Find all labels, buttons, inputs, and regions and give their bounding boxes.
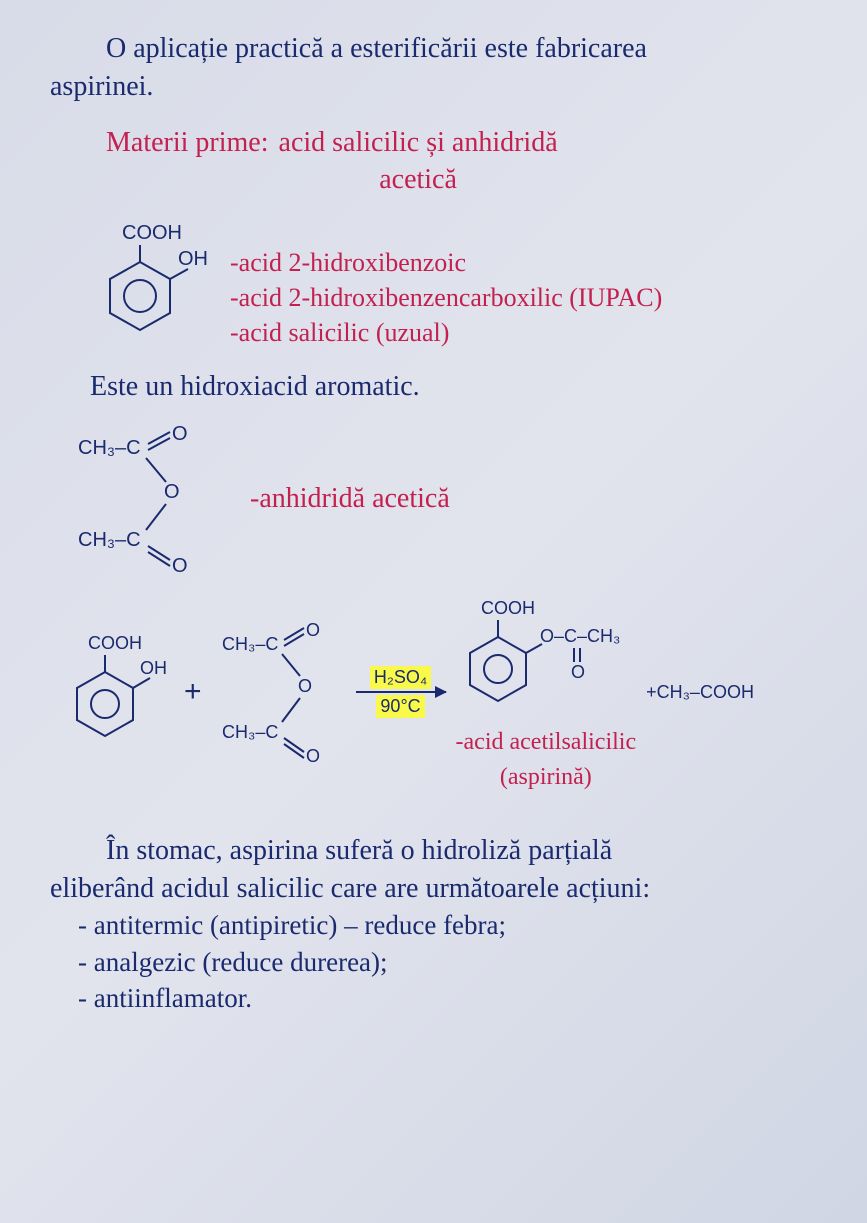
- classification-line: Este un hidroxiacid aromatic.: [90, 368, 837, 406]
- anh-ch3-top: CH₃–C: [78, 437, 141, 459]
- salicylic-structure: COOH OH: [90, 217, 210, 347]
- catalyst-label: H₂SO₄: [370, 666, 431, 689]
- arrow-line-icon: [356, 691, 446, 693]
- plus-sign: +: [180, 675, 206, 709]
- product-aspirin: COOH O–C–CH₃ O -acid acetilsalicilic (as…: [456, 592, 637, 792]
- intro-line-2: aspirinei.: [50, 68, 837, 106]
- materials-heading: Materii prime:: [106, 124, 269, 162]
- r2-o-bridge: O: [298, 676, 312, 696]
- intro-line-1: O aplicație practică a esterificării est…: [50, 30, 837, 68]
- anh-o-bot: O: [172, 555, 188, 574]
- materials-desc-2: acetică: [279, 161, 558, 199]
- salicylic-names: -acid 2-hidroxibenzoic -acid 2-hidroxibe…: [230, 245, 662, 350]
- r1-oh: OH: [140, 658, 167, 678]
- pharm-line-2: eliberând acidul salicilic care are urmă…: [50, 870, 837, 908]
- materials-desc-1: acid salicilic și anhidridă: [279, 124, 558, 162]
- reagent-anhydride: CH₃–C O O CH₃–C O: [216, 622, 346, 762]
- oh-label: OH: [178, 248, 208, 270]
- anhydride-structure: CH₃–C O O CH₃–C O: [70, 424, 230, 574]
- pharmacology-block: În stomac, aspirina suferă o hidroliză p…: [50, 832, 837, 1017]
- r2-o-bot: O: [306, 746, 320, 762]
- r2-o-top: O: [306, 622, 320, 640]
- anhydride-row: CH₃–C O O CH₃–C O -anhidridă acetică: [70, 424, 837, 574]
- temperature-label: 90°C: [376, 695, 424, 718]
- anhydride-label: -anhidridă acetică: [250, 480, 450, 518]
- product-name-2: (aspirină): [456, 763, 637, 792]
- r1-cooh: COOH: [88, 633, 142, 653]
- reagent-salicylic: COOH OH: [60, 627, 170, 757]
- action-2: - analgezic (reduce durerea);: [78, 944, 837, 980]
- product-name-1: -acid acetilsalicilic: [456, 728, 637, 757]
- anh-o-top: O: [172, 424, 188, 445]
- reaction-arrow: H₂SO₄ 90°C: [356, 666, 446, 718]
- r2-ch3-top: CH₃–C: [222, 634, 278, 654]
- sal-name-3: -acid salicilic (uzual): [230, 315, 662, 350]
- action-3: - antiinflamator.: [78, 980, 837, 1016]
- sal-name-1: -acid 2-hidroxibenzoic: [230, 245, 662, 280]
- pharm-line-1: În stomac, aspirina suferă o hidroliză p…: [50, 832, 837, 870]
- intro-paragraph: O aplicație practică a esterificării est…: [50, 30, 837, 106]
- prod-dblO: O: [571, 662, 585, 682]
- reaction-equation: COOH OH + CH₃–C O O CH₃–C O H₂SO₄: [60, 592, 837, 792]
- r2-ch3-bot: CH₃–C: [222, 722, 278, 742]
- anh-ch3-bot: CH₃–C: [78, 529, 141, 551]
- byproduct-label: +CH₃–COOH: [646, 682, 754, 703]
- sal-name-2: -acid 2-hidroxibenzencarboxilic (IUPAC): [230, 280, 662, 315]
- action-1: - antitermic (antipiretic) – reduce febr…: [78, 907, 837, 943]
- prod-cooh: COOH: [481, 598, 535, 618]
- prod-ester: O–C–CH₃: [540, 626, 620, 646]
- materials-block: Materii prime: acid salicilic și anhidri…: [106, 124, 837, 200]
- anh-o-bridge: O: [164, 481, 180, 503]
- cooh-label: COOH: [122, 222, 182, 244]
- salicylic-row: COOH OH -acid 2-hidroxibenzoic -acid 2-h…: [90, 217, 837, 350]
